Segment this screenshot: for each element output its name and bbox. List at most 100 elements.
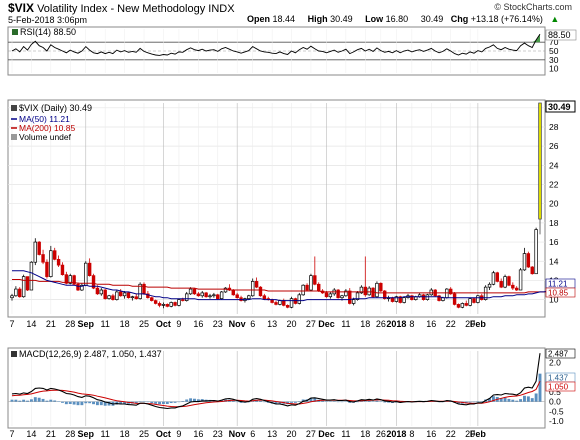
- candle-body: [18, 288, 22, 298]
- macd-panel: 2.01.00.50.0-0.5-1.0 MACD(12,26,9) 2.487…: [7, 347, 576, 429]
- security-name: Volatility Index - New Methodology: [37, 3, 206, 15]
- x-tick-label: 7: [9, 319, 14, 329]
- candle-body: [487, 283, 492, 288]
- candle-body: [472, 298, 476, 303]
- candle-body: [340, 295, 344, 299]
- candle-body: [60, 264, 65, 276]
- candle-body: [313, 275, 317, 285]
- x-tick-label: 27: [306, 429, 316, 439]
- candle-body: [37, 241, 41, 255]
- macd-histogram-bar: [457, 401, 460, 404]
- x-tick-label: 11: [101, 429, 110, 439]
- change-value: +13.18 (+76.14%): [470, 14, 543, 24]
- legend-volume: Volume undef: [19, 132, 72, 142]
- low-quote: Low 16.80: [365, 14, 413, 24]
- macd-histogram-bar: [150, 401, 154, 404]
- macd-histogram-bar: [491, 396, 495, 402]
- macd-histogram-bar: [64, 401, 68, 405]
- candle-body: [503, 276, 507, 288]
- candle-body: [72, 275, 76, 285]
- macd-histogram-bar: [530, 398, 534, 402]
- price-tick-labels: 3028262422201816141210: [549, 103, 559, 305]
- ma200-line: [12, 279, 560, 294]
- macd-histogram-bar: [321, 400, 325, 402]
- candle-body: [254, 281, 259, 288]
- open-value: 18.44: [272, 14, 296, 24]
- candle-body: [56, 258, 61, 266]
- candle-body: [355, 292, 360, 300]
- macd-histogram-bar: [37, 397, 41, 402]
- candle-body: [297, 294, 302, 304]
- rsi-tick-label: 10: [549, 64, 559, 74]
- x-tick-label: 11: [101, 319, 110, 329]
- macd-histogram-bar: [123, 401, 127, 404]
- x-tick-label: Feb: [470, 429, 487, 439]
- candle-body: [208, 295, 212, 298]
- macd-histogram-bar: [193, 398, 196, 402]
- macd-histogram-bar: [231, 400, 235, 402]
- candle-body: [398, 296, 402, 303]
- x-tick-label: 20: [287, 429, 297, 439]
- candle-body: [29, 261, 34, 291]
- candle-body: [348, 290, 352, 304]
- legend-ma200: MA(200) 10.85: [19, 123, 75, 133]
- macd-histogram-bar: [158, 401, 161, 405]
- macd-tick-label: 0.0: [549, 397, 561, 407]
- candle-body: [118, 291, 123, 297]
- candle-body: [45, 261, 49, 277]
- macd-histogram-bar: [290, 401, 293, 403]
- x-tick-label: 28: [65, 319, 75, 329]
- candle-body: [138, 283, 142, 300]
- macd-histogram-bar: [99, 401, 103, 406]
- macd-histogram-bar: [154, 401, 158, 404]
- candle-body: [188, 288, 193, 295]
- candle-body: [161, 304, 166, 306]
- quote-line: Open 18.44 High 30.49 Low 16.80 30.49 Ch…: [247, 14, 569, 24]
- macd-histogram-bar: [88, 401, 92, 404]
- candle-body: [514, 287, 519, 291]
- macd-histogram-bar: [173, 401, 177, 403]
- x-tick-label: 25: [139, 429, 149, 439]
- candle-body: [177, 299, 181, 306]
- x-tick-label: 13: [267, 429, 277, 439]
- macd-histogram-bar: [142, 401, 146, 402]
- macd-histogram-bar: [177, 401, 181, 403]
- x-tick-label: Feb: [470, 319, 487, 329]
- x-tick-label: 25: [139, 319, 149, 329]
- macd-histogram-bar: [301, 399, 305, 402]
- candle-body: [212, 294, 216, 297]
- price-x-axis: 7 14 21 28 Sep 11 18 25 Oct 9 16 23 Nov 6 13 20 27 Dec 11 1…: [9, 319, 486, 329]
- x-tick-label: 14: [26, 429, 36, 439]
- candle-body: [25, 276, 30, 291]
- legend-swatch-volume: [11, 134, 17, 140]
- open-quote: Open 18.44: [247, 14, 300, 24]
- symbol: $VIX: [8, 1, 35, 15]
- macd-histogram-bar: [472, 401, 476, 403]
- price-tick-label: 26: [549, 141, 559, 151]
- macd-histogram-bar: [181, 401, 185, 402]
- macd-histogram-bar: [103, 401, 107, 406]
- macd-tick-label: 2.0: [549, 358, 561, 368]
- x-tick-label: 9: [176, 319, 181, 329]
- macd-tick-labels: 2.01.00.50.0-0.5-1.0: [549, 358, 564, 426]
- macd-histogram-bar: [375, 400, 379, 402]
- price-tick-label: 22: [549, 180, 559, 190]
- candle-body: [363, 286, 368, 296]
- macd-histogram-bar: [297, 401, 301, 402]
- x-tick-label: Nov: [229, 319, 246, 329]
- price-legend: $VIX (Daily) 30.49 MA(50) 11.21 MA(200) …: [11, 103, 92, 142]
- candle-body: [247, 295, 251, 300]
- macd-histogram-bar: [57, 401, 61, 402]
- macd-histogram-bar: [499, 398, 503, 402]
- candle-body: [518, 269, 523, 291]
- macd-histogram-bar: [220, 400, 224, 402]
- ma50-badge: 11.21: [548, 280, 568, 289]
- macd-histogram-bar: [325, 401, 328, 402]
- candle-body: [122, 292, 127, 297]
- candle-body: [394, 296, 399, 302]
- x-tick-label: 23: [213, 319, 223, 329]
- candle-body: [382, 290, 387, 300]
- candle-body: [87, 262, 92, 276]
- x-tick-label: 29: [465, 319, 475, 329]
